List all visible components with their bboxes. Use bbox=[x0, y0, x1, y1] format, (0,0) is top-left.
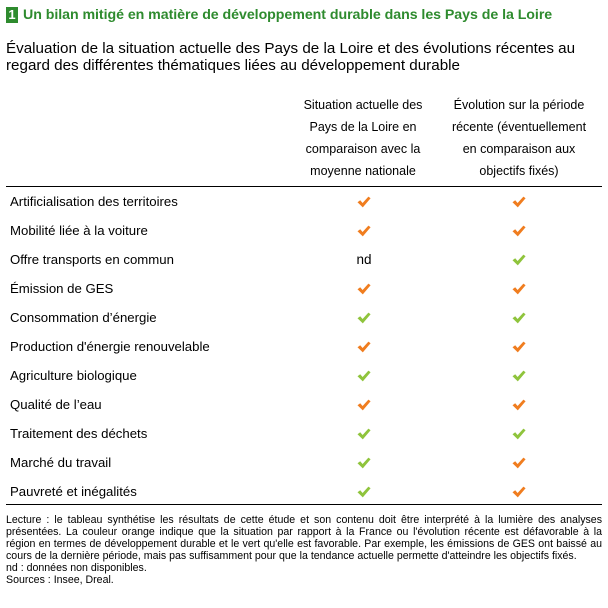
footnote-sources: Sources : Insee, Dreal. bbox=[6, 574, 114, 586]
column-header-evolution: Évolution sur la période récente (éventu… bbox=[443, 94, 595, 182]
table-row: Marché du travail bbox=[6, 448, 602, 477]
column-header-line: en comparaison aux bbox=[462, 142, 576, 156]
check-icon bbox=[512, 341, 526, 352]
evolution-cell bbox=[501, 216, 537, 245]
check-icon bbox=[512, 457, 526, 468]
situation-cell bbox=[346, 274, 382, 303]
column-header-situation: Situation actuelle des Pays de la Loire … bbox=[290, 94, 436, 182]
evolution-cell bbox=[501, 245, 537, 274]
situation-cell bbox=[346, 187, 382, 216]
page-subtitle: Évaluation de la situation actuelle des … bbox=[6, 40, 576, 74]
row-label: Offre transports en commun bbox=[10, 252, 174, 267]
row-label: Mobilité liée à la voiture bbox=[10, 223, 148, 238]
column-header-line: objectifs fixés) bbox=[479, 164, 559, 178]
evolution-cell bbox=[501, 187, 537, 216]
check-icon bbox=[512, 283, 526, 294]
situation-cell bbox=[346, 477, 382, 506]
situation-cell: nd bbox=[346, 245, 382, 274]
column-header-line: récente (éventuellement bbox=[451, 120, 587, 134]
situation-cell bbox=[346, 448, 382, 477]
check-icon bbox=[357, 486, 371, 497]
column-header-line: comparaison avec la bbox=[305, 142, 421, 156]
check-icon bbox=[512, 312, 526, 323]
footnote-lecture: Lecture : le tableau synthétise les résu… bbox=[6, 514, 602, 562]
check-icon bbox=[357, 457, 371, 468]
title-row: 1 Un bilan mitigé en matière de développ… bbox=[6, 7, 552, 23]
section-number-badge: 1 bbox=[6, 7, 18, 23]
table-row: Mobilité liée à la voiture bbox=[6, 216, 602, 245]
situation-cell bbox=[346, 419, 382, 448]
table-row: Agriculture biologique bbox=[6, 361, 602, 390]
check-icon bbox=[512, 428, 526, 439]
check-icon bbox=[512, 486, 526, 497]
check-icon bbox=[512, 370, 526, 381]
table-bottom-rule bbox=[6, 504, 602, 505]
evolution-cell bbox=[501, 419, 537, 448]
situation-cell bbox=[346, 390, 382, 419]
table-row: Production d'énergie renouvelable bbox=[6, 332, 602, 361]
situation-cell bbox=[346, 303, 382, 332]
row-label: Marché du travail bbox=[10, 455, 112, 470]
row-label: Consommation d’énergie bbox=[10, 310, 157, 325]
not-available-text: nd bbox=[356, 252, 372, 267]
check-icon bbox=[357, 225, 371, 236]
page-title: Un bilan mitigé en matière de développem… bbox=[23, 7, 553, 23]
footnote: Lecture : le tableau synthétise les résu… bbox=[6, 514, 602, 586]
column-header-line: Pays de la Loire en bbox=[309, 120, 417, 134]
check-icon bbox=[357, 196, 371, 207]
check-icon bbox=[357, 370, 371, 381]
evolution-cell bbox=[501, 390, 537, 419]
row-label: Pauvreté et inégalités bbox=[10, 484, 137, 499]
column-header-line: Situation actuelle des bbox=[303, 98, 423, 112]
evolution-cell bbox=[501, 477, 537, 506]
check-icon bbox=[512, 254, 526, 265]
table-row: Qualité de l’eau bbox=[6, 390, 602, 419]
check-icon bbox=[357, 399, 371, 410]
check-icon bbox=[512, 225, 526, 236]
row-label: Qualité de l’eau bbox=[10, 397, 102, 412]
table-row: Offre transports en commun nd bbox=[6, 245, 602, 274]
row-label: Production d'énergie renouvelable bbox=[10, 339, 210, 354]
check-icon bbox=[357, 428, 371, 439]
evolution-cell bbox=[501, 332, 537, 361]
situation-cell bbox=[346, 332, 382, 361]
table-row: Pauvreté et inégalités bbox=[6, 477, 602, 506]
check-icon bbox=[512, 399, 526, 410]
check-icon bbox=[357, 312, 371, 323]
column-header-line: moyenne nationale bbox=[310, 164, 416, 178]
row-label: Traitement des déchets bbox=[10, 426, 148, 441]
column-header-line: Évolution sur la période bbox=[453, 98, 585, 112]
table-row: Émission de GES bbox=[6, 274, 602, 303]
check-icon bbox=[357, 341, 371, 352]
footnote-nd: nd : données non disponibles. bbox=[6, 562, 147, 574]
row-label: Artificialisation des territoires bbox=[10, 194, 178, 209]
table-top-rule bbox=[6, 186, 602, 187]
table-row: Traitement des déchets bbox=[6, 419, 602, 448]
evolution-cell bbox=[501, 303, 537, 332]
evolution-cell bbox=[501, 274, 537, 303]
row-label: Émission de GES bbox=[10, 281, 114, 296]
table-row: Artificialisation des territoires bbox=[6, 187, 602, 216]
evolution-cell bbox=[501, 361, 537, 390]
evolution-cell bbox=[501, 448, 537, 477]
check-icon bbox=[357, 283, 371, 294]
row-label: Agriculture biologique bbox=[10, 368, 137, 383]
situation-cell bbox=[346, 216, 382, 245]
situation-cell bbox=[346, 361, 382, 390]
table-row: Consommation d’énergie bbox=[6, 303, 602, 332]
check-icon bbox=[512, 196, 526, 207]
